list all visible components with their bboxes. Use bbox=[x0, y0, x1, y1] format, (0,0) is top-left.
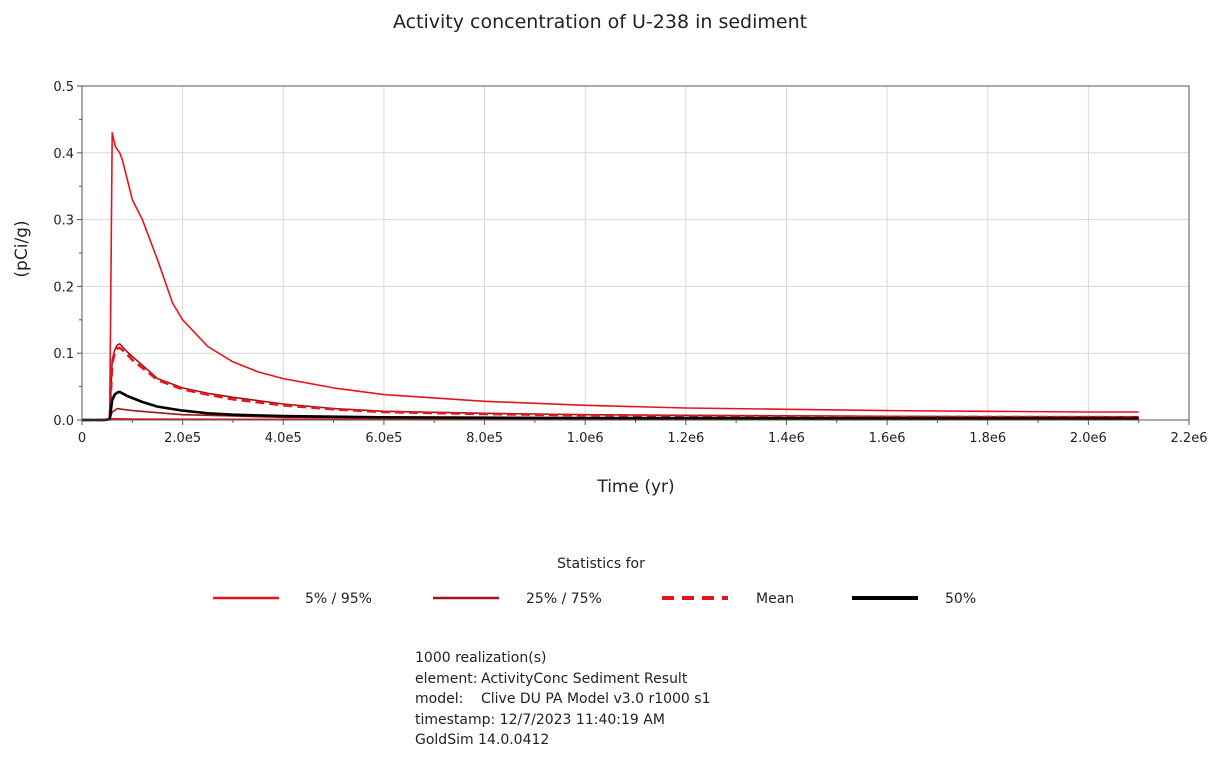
x-tick-label: 1.6e6 bbox=[869, 431, 906, 446]
plot-frame bbox=[81, 85, 1190, 421]
x-tick-label: 0 bbox=[78, 431, 86, 446]
series-line-1-1 bbox=[82, 132, 1139, 421]
x-tick-label: 1.0e6 bbox=[567, 431, 604, 446]
run-info: 1000 realization(s) element: ActivityConc… bbox=[415, 648, 710, 751]
legend-label-2: 25% / 75% bbox=[526, 591, 602, 607]
y-tick-label: 0.3 bbox=[53, 214, 74, 229]
tick-layer: 0 2.0e5 4.0e5 6.0e5 8.0e5 1.0e6 1.2e6 1.4e6 1.6e… bbox=[53, 80, 1207, 446]
legend-title: Statistics for bbox=[557, 556, 645, 572]
x-tick-label: 2.0e5 bbox=[164, 431, 201, 446]
element-row: element: ActivityConc Sediment Result bbox=[415, 669, 710, 690]
x-tick-label: 1.8e6 bbox=[969, 431, 1006, 446]
series-line-3-1 bbox=[82, 346, 1139, 422]
series-layer bbox=[82, 132, 1139, 422]
x-tick-label: 8.0e5 bbox=[466, 431, 503, 446]
y-tick-label: 0.5 bbox=[53, 80, 74, 95]
model-value: Clive DU PA Model v3.0 r1000 s1 bbox=[481, 691, 711, 707]
legend-label-3: Mean bbox=[756, 591, 794, 607]
model-key: model: bbox=[415, 691, 464, 707]
realizations-text: 1000 realization(s) bbox=[415, 650, 547, 666]
element-key: element: bbox=[415, 670, 478, 687]
series-line-4-1 bbox=[82, 390, 1139, 422]
x-tick-label: 4.0e5 bbox=[265, 431, 302, 446]
legend: 5% / 95% 25% / 75% Mean 50% bbox=[213, 591, 976, 607]
series-line-2-1 bbox=[82, 342, 1139, 421]
grid bbox=[82, 86, 1189, 420]
legend-label-4: 50% bbox=[945, 591, 976, 607]
x-tick-label: 6.0e5 bbox=[365, 431, 402, 446]
y-tick-label: 0.4 bbox=[53, 147, 74, 162]
timestamp-text: timestamp: 12/7/2023 11:40:19 AM bbox=[415, 711, 665, 728]
chart-title: Activity concentration of U-238 in sedim… bbox=[393, 11, 807, 33]
x-tick-label: 2.0e6 bbox=[1070, 431, 1107, 446]
legend-label-1: 5% / 95% bbox=[305, 591, 372, 607]
y-tick-label: 0.2 bbox=[53, 280, 74, 295]
y-tick-label: 0.0 bbox=[53, 414, 74, 429]
x-tick-label: 2.2e6 bbox=[1171, 431, 1208, 446]
model-row: model: Clive DU PA Model v3.0 r1000 s1 bbox=[415, 689, 710, 710]
x-tick-label: 1.4e6 bbox=[768, 431, 805, 446]
x-tick-label: 1.2e6 bbox=[667, 431, 704, 446]
y-tick-label: 0.1 bbox=[53, 347, 74, 362]
x-axis-label: Time (yr) bbox=[596, 477, 674, 497]
element-value: ActivityConc Sediment Result bbox=[481, 670, 688, 687]
y-axis-label: (pCi/g) bbox=[12, 220, 32, 277]
software-version: GoldSim 14.0.0412 bbox=[415, 732, 550, 748]
